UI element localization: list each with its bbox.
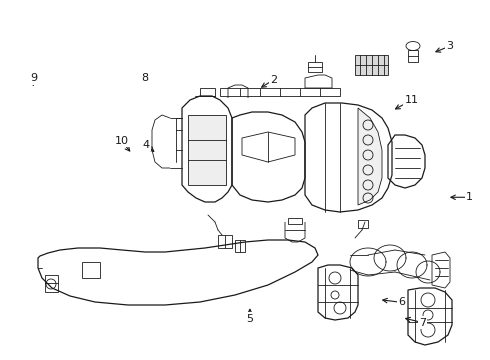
Text: 8: 8	[141, 73, 148, 84]
Polygon shape	[188, 115, 226, 185]
Polygon shape	[355, 55, 388, 75]
Text: 2: 2	[270, 75, 277, 85]
Text: 9: 9	[30, 73, 37, 84]
Text: 7: 7	[419, 318, 426, 328]
Text: 5: 5	[246, 314, 253, 324]
Text: 6: 6	[398, 297, 405, 307]
Text: 10: 10	[115, 136, 128, 146]
Text: 1: 1	[466, 192, 473, 202]
Polygon shape	[358, 108, 382, 205]
Text: 3: 3	[446, 41, 453, 51]
Text: 11: 11	[405, 95, 418, 105]
Text: 4: 4	[143, 140, 149, 150]
